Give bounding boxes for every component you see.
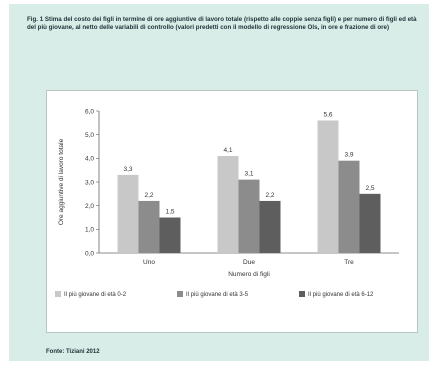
data-label: 2,2	[144, 192, 153, 199]
legend-label: Il più giovane di età 3-5	[186, 292, 249, 298]
x-tick-label: Tre	[344, 259, 354, 266]
bar-due-series-2	[238, 179, 260, 253]
figure-panel: Fig. 1 Stima del costo dei figli in term…	[9, 4, 429, 361]
x-axis-title: Numero di figli	[228, 271, 270, 278]
legend-swatch	[299, 291, 305, 297]
bar-tre-series-1	[317, 120, 339, 253]
data-label: 5,6	[323, 111, 332, 118]
bar-due-series-3	[259, 200, 281, 253]
y-tick-label: 6,0	[85, 108, 94, 115]
legend-label: Il più giovane di età 0-2	[64, 292, 127, 298]
x-tick-label: Uno	[143, 259, 155, 266]
data-label: 3,1	[244, 171, 253, 178]
y-tick-label: 4,0	[85, 156, 94, 163]
legend-swatch	[177, 291, 183, 297]
x-tick-label: Due	[243, 259, 255, 266]
data-label: 2,5	[365, 185, 374, 192]
y-tick-label: 2,0	[85, 203, 94, 210]
bar-tre-series-3	[359, 193, 381, 253]
y-axis-title: Ore aggiuntive di lavoro totale	[58, 138, 65, 225]
y-tick-label: 0,0	[85, 250, 94, 257]
data-label: 4,1	[223, 147, 232, 154]
figure-title: Fig. 1 Stima del costo dei figli in term…	[27, 16, 417, 31]
bar-due-series-1	[217, 155, 239, 253]
bar-uno-series-3	[159, 217, 181, 253]
chart-area: 0,0 1,0 2,0 3,0 4,0 5,0 6,0 Ore aggiuntive di l…	[46, 90, 418, 333]
legend-label: Il più giovane di età 6-12	[308, 292, 374, 298]
data-label: 1,5	[165, 209, 174, 216]
source-note: Fonte: Tiziani 2012	[46, 349, 100, 355]
bar-tre-series-2	[338, 160, 360, 253]
bar-chart: 0,0 1,0 2,0 3,0 4,0 5,0 6,0 Ore aggiuntive di l…	[55, 108, 399, 298]
y-tick-label: 5,0	[85, 132, 94, 139]
data-label: 2,2	[265, 192, 274, 199]
data-label: 3,9	[344, 152, 353, 159]
y-tick-label: 3,0	[85, 179, 94, 186]
bar-uno-series-2	[138, 200, 160, 253]
y-tick-label: 1,0	[85, 227, 94, 234]
data-label: 3,3	[123, 166, 132, 173]
legend-swatch	[55, 291, 61, 297]
bar-uno-series-1	[117, 174, 139, 253]
